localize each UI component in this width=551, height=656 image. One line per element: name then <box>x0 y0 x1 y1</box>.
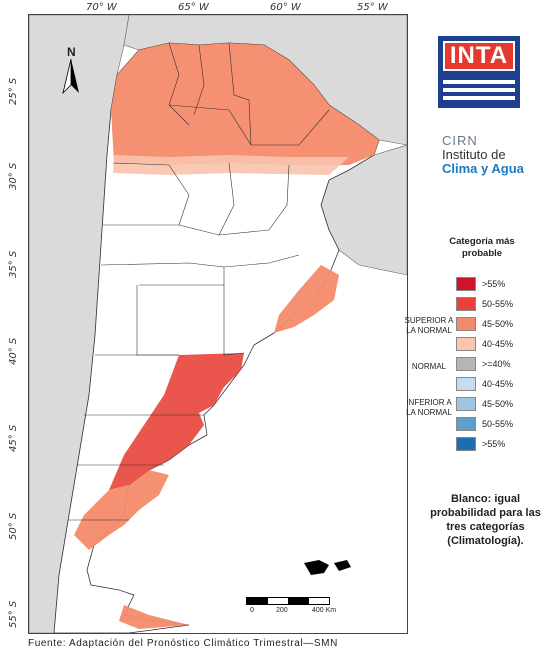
north-arrow-icon <box>62 59 79 95</box>
scale-label-0: 0 <box>250 607 254 614</box>
inta-logo: INTA <box>438 36 520 108</box>
legend-entry: 45-50% <box>456 316 513 332</box>
legend-swatch <box>456 317 476 331</box>
islas-malvinas <box>304 560 351 575</box>
lon-label-65w: 65° W <box>178 2 209 13</box>
legend-entry: >=40% <box>456 356 511 372</box>
region-buenos-aires-above-normal <box>274 265 339 333</box>
lon-label-55w: 55° W <box>357 2 388 13</box>
legend-entry: 45-50% <box>456 396 513 412</box>
legend-entry-label: >=40% <box>482 359 511 369</box>
legend-entry: 50-55% <box>456 416 513 432</box>
lat-label-30s: 30° S <box>8 162 19 190</box>
legend-entry-label: 45-50% <box>482 319 514 329</box>
argentina-map <box>29 15 407 633</box>
lat-label-50s: 50° S <box>8 512 19 540</box>
cirn-logo: CIRN Instituto de Clima y Agua <box>442 133 547 176</box>
legend-entry: 40-45% <box>456 376 513 392</box>
legend-entry-label: 40-45% <box>482 379 514 389</box>
map-frame: N <box>28 14 408 634</box>
cirn-logo-top: CIRN <box>442 133 478 148</box>
source-text: Fuente: Adaptación del Pronóstico Climát… <box>28 638 338 649</box>
lat-label-40s: 40° S <box>8 337 19 365</box>
legend-entry-label: 45-50% <box>482 399 514 409</box>
legend-group-below: INFERIOR A LA NORMAL <box>406 398 452 417</box>
region-north-fringe <box>113 155 349 175</box>
region-north-above-normal <box>111 43 379 165</box>
cirn-logo-line2: Clima y Agua <box>442 161 524 176</box>
lat-label-55s: 55° S <box>8 600 19 628</box>
lon-label-60w: 60° W <box>270 2 301 13</box>
lat-label-35s: 35° S <box>8 250 19 278</box>
legend-swatch <box>456 417 476 431</box>
note-text: Blanco: igual probabilidad para las tres… <box>430 493 541 547</box>
cirn-logo-line1: Instituto de <box>442 147 506 162</box>
legend-swatch <box>456 337 476 351</box>
legend: Categoría más probable SUPERIOR A LA NOR… <box>404 236 544 451</box>
legend-entry: 50-55% <box>456 296 513 312</box>
legend-group-above: SUPERIOR A LA NORMAL <box>404 316 454 335</box>
legend-swatch <box>456 277 476 291</box>
north-arrow: N <box>61 45 81 95</box>
region-patagonia-above-normal <box>109 353 244 490</box>
inta-logo-text: INTA <box>443 41 515 71</box>
legend-entry-label: >55% <box>482 279 506 289</box>
legend-title: Categoría más probable <box>449 236 515 259</box>
legend-entry-label: 50-55% <box>482 299 514 309</box>
legend-swatch <box>456 377 476 391</box>
legend-entry: 40-45% <box>456 336 513 352</box>
lon-label-70w: 70° W <box>86 2 117 13</box>
legend-swatch <box>456 437 476 451</box>
scale-bar: 0 200 400 Km <box>246 597 346 627</box>
lat-label-25s: 25° S <box>8 77 19 105</box>
legend-entry-label: 40-45% <box>482 339 514 349</box>
province-boundaries <box>69 42 330 521</box>
legend-entry: >55% <box>456 436 505 452</box>
legend-swatch <box>456 397 476 411</box>
legend-swatch <box>456 357 476 371</box>
legend-swatch <box>456 297 476 311</box>
legend-entry-label: >55% <box>482 439 506 449</box>
scale-label-200: 200 <box>276 607 288 614</box>
north-label: N <box>67 45 76 59</box>
legend-entry-label: 50-55% <box>482 419 514 429</box>
lat-label-45s: 45° S <box>8 424 19 452</box>
scale-bar-graphic <box>246 597 330 605</box>
legend-group-normal: NORMAL <box>411 362 447 371</box>
region-patagonia-south <box>74 470 169 550</box>
legend-entry: >55% <box>456 276 505 292</box>
scale-label-400: 400 Km <box>312 607 337 614</box>
region-tierra-del-fuego <box>119 605 189 629</box>
